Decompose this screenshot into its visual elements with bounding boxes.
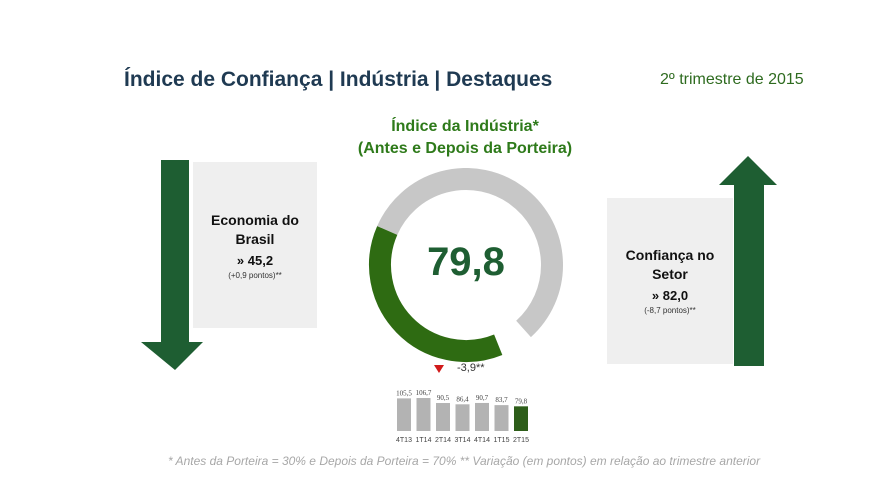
bar-1T14 [416,398,431,431]
bar-category-label: 4T14 [474,437,490,444]
arrow-down-icon [141,160,203,370]
bar-category-label: 1T14 [416,437,432,444]
page-title: Índice de Confiança | Indústria | Destaq… [124,68,553,91]
period-label: 2º trimestre de 2015 [660,71,804,88]
quarterly-bar-chart: 105,5 4T13 106,7 1T14 90,5 2T14 86,4 3T14 90,7 4T… [396,389,529,444]
gauge-variation: -3,9** [457,362,485,374]
gauge-fill [369,226,503,362]
setor-value: » 82,0 [651,288,689,303]
gauge-title-line2: (Antes e Depois da Porteira) [357,140,573,157]
gauge-track [377,168,563,338]
economia-value: » 45,2 [236,253,274,268]
setor-name-line2: Setor [652,266,688,282]
bar-2T14 [436,403,450,431]
bar-value-label: 90,5 [437,394,450,402]
down-triangle-icon [434,365,444,373]
arrow-down-shape [141,160,203,370]
bar-value-label: 86,4 [456,395,469,403]
economia-name-line2: Brasil [235,231,275,247]
bar-value-label: 83,7 [495,396,508,404]
economia-panel: Economia do Brasil » 45,2 (+0,9 pontos)*… [193,162,317,328]
gauge-title-line1: Índice da Indústria* [391,118,539,135]
setor-name-line1: Confiança no [625,247,715,263]
arrow-up-shape [719,156,777,366]
bar-category-label: 1T15 [494,437,510,444]
bar-1T15 [494,405,509,431]
setor-panel: Confiança no Setor » 82,0 (-8,7 pontos)*… [607,198,733,364]
bar-value-label: 79,8 [515,397,528,405]
bar-category-label: 4T13 [396,437,412,444]
bar-value-label: 106,7 [416,389,432,397]
gauge-value: 79,8 [427,240,505,284]
arrow-up-icon [719,156,777,366]
bar-value-label: 105,5 [396,389,412,397]
bar-category-label: 3T14 [455,437,471,444]
bar-3T14 [455,404,470,431]
bar-category-label: 2T15 [513,437,529,444]
gauge-title: Índice da Indústria* (Antes e Depois da … [330,116,600,160]
bar-4T14 [475,402,489,431]
bar-4T13 [397,398,411,431]
bar-value-label: 90,7 [476,394,489,402]
bar-2T15 [514,406,528,431]
economia-variation: (+0,9 pontos)** [228,271,282,280]
gauge-chart [369,168,563,362]
bar-category-label: 2T14 [435,437,451,444]
economia-name-line1: Economia do [211,212,299,228]
setor-variation: (-8,7 pontos)** [644,306,696,315]
footnote: * Antes da Porteira = 30% e Depois da Po… [168,454,761,468]
